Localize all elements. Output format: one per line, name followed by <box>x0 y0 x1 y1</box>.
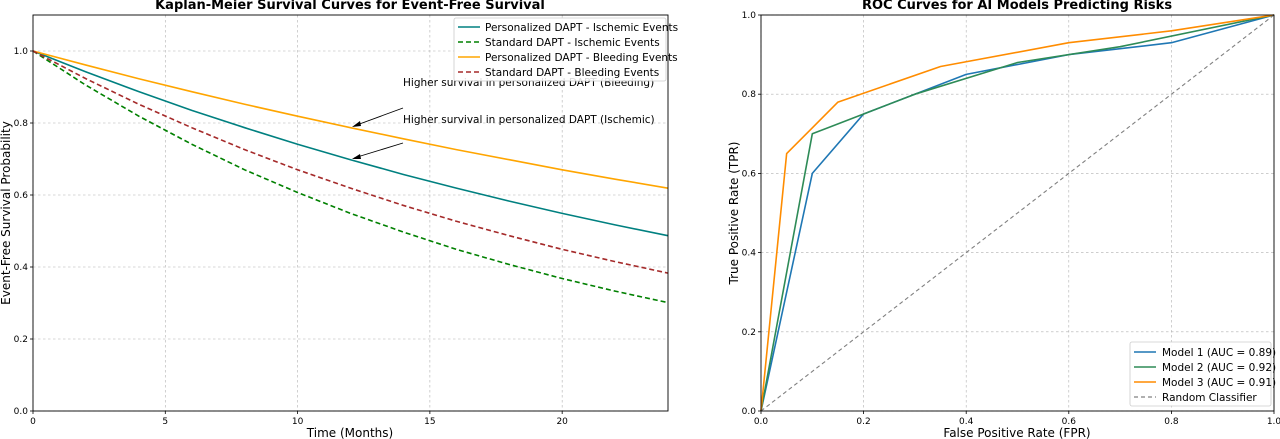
km-plot-frame <box>32 14 669 412</box>
km-legend-entry: Standard DAPT - Ischemic Events <box>458 37 660 49</box>
km-y-tick-label: 0.0 <box>14 407 29 417</box>
km-legend-label: Standard DAPT - Ischemic Events <box>485 37 660 49</box>
km-y-tick-label: 0.4 <box>14 263 29 273</box>
roc-legend-label: Random Classifier <box>1162 392 1257 404</box>
km-legend-entry: Personalized DAPT - Ischemic Events <box>458 22 678 34</box>
km-annotation-ischemic-arrowhead <box>352 154 361 159</box>
roc-series-line-2 <box>760 14 1275 412</box>
roc-y-tick-label: 0.2 <box>742 328 756 338</box>
roc-y-tick-label: 0.0 <box>742 407 757 417</box>
km-x-tick-label: 0 <box>30 417 36 427</box>
km-legend-label: Personalized DAPT - Ischemic Events <box>485 22 678 34</box>
roc-y-axis-label: True Positive Rate (TPR) <box>727 142 741 286</box>
roc-legend-label: Model 2 (AUC = 0.92) <box>1162 362 1276 374</box>
roc-legend-entry: Model 2 (AUC = 0.92) <box>1134 362 1276 374</box>
roc-series-line-3 <box>760 14 1275 412</box>
km-x-tick-label: 10 <box>292 417 304 427</box>
km-legend-label: Personalized DAPT - Bleeding Events <box>485 52 678 64</box>
roc-x-axis-label: False Positive Rate (FPR) <box>943 426 1090 439</box>
roc-legend-entry: Model 1 (AUC = 0.89) <box>1134 347 1276 359</box>
km-legend-entry: Standard DAPT - Bleeding Events <box>458 67 659 79</box>
roc-x-tick-label: 0.2 <box>856 417 870 427</box>
km-series-lines <box>32 50 669 304</box>
roc-legend-entry: Model 3 (AUC = 0.91) <box>1134 377 1276 389</box>
km-chart-title: Kaplan-Meier Survival Curves for Event-F… <box>155 0 545 13</box>
km-x-tick-label: 5 <box>162 417 168 427</box>
km-legend-label: Standard DAPT - Bleeding Events <box>485 67 659 79</box>
km-annotation-ischemic: Higher survival in personalized DAPT (Is… <box>352 114 655 159</box>
roc-y-tick-label: 0.4 <box>742 249 757 259</box>
roc-legend-entry: Random Classifier <box>1134 392 1257 404</box>
km-x-tick-label: 15 <box>424 417 435 427</box>
km-legend: Personalized DAPT - Ischemic Events Stan… <box>453 17 678 82</box>
km-x-tick-label: 20 <box>556 417 568 427</box>
roc-legend-label: Model 1 (AUC = 0.89) <box>1162 347 1276 359</box>
roc-y-tick-label: 0.6 <box>742 169 757 179</box>
roc-series-line-1 <box>760 14 1275 412</box>
km-series-line-4 <box>32 50 669 274</box>
roc-series-line-4 <box>760 14 1275 412</box>
roc-y-tick-label: 0.8 <box>742 90 757 100</box>
roc-x-tick-label: 0.0 <box>754 417 769 427</box>
km-tick-labels: 0 5 10 15 20 0.0 0.2 0.4 0.6 0.8 1.0 <box>14 47 568 427</box>
km-y-axis-label: Event-Free Survival Probability <box>0 121 13 305</box>
km-series-line-1 <box>32 50 669 237</box>
km-legend-entry: Personalized DAPT - Bleeding Events <box>458 52 678 64</box>
km-legend-box <box>453 17 667 82</box>
roc-series-lines <box>760 14 1275 412</box>
km-annotation-bleeding-arrowhead <box>352 121 361 127</box>
roc-legend-label: Model 3 (AUC = 0.91) <box>1162 377 1276 389</box>
km-y-tick-label: 0.2 <box>14 335 28 345</box>
km-y-tick-label: 0.8 <box>14 119 29 129</box>
km-annotation-ischemic-arrow <box>353 142 404 159</box>
roc-plot-frame <box>760 14 1275 412</box>
km-series-line-2 <box>32 50 669 304</box>
roc-x-tick-label: 0.6 <box>1062 417 1077 427</box>
km-y-tick-label: 0.6 <box>14 191 29 201</box>
km-y-tick-label: 1.0 <box>14 47 29 57</box>
roc-y-tick-label: 1.0 <box>742 11 757 21</box>
km-annotation-bleeding-arrow <box>353 107 404 127</box>
km-annotation-ischemic-text: Higher survival in personalized DAPT (Is… <box>403 114 655 126</box>
km-x-axis-label: Time (Months) <box>306 426 393 439</box>
roc-x-tick-label: 1.0 <box>1267 417 1280 427</box>
km-chart: Kaplan-Meier Survival Curves for Event-F… <box>0 0 678 439</box>
roc-x-tick-label: 0.8 <box>1164 417 1179 427</box>
roc-x-tick-label: 0.4 <box>959 417 974 427</box>
roc-tick-labels: 0.0 0.2 0.4 0.6 0.8 1.0 0.0 0.2 0.4 0.6 0.8 1.0 <box>742 11 1280 427</box>
roc-legend-box <box>1129 341 1272 407</box>
roc-chart-title: ROC Curves for AI Models Predicting Risk… <box>862 0 1172 13</box>
roc-chart: ROC Curves for AI Models Predicting Risk… <box>727 0 1280 439</box>
km-series-line-3 <box>32 50 669 189</box>
roc-legend: Model 1 (AUC = 0.89) Model 2 (AUC = 0.92… <box>1129 341 1276 407</box>
